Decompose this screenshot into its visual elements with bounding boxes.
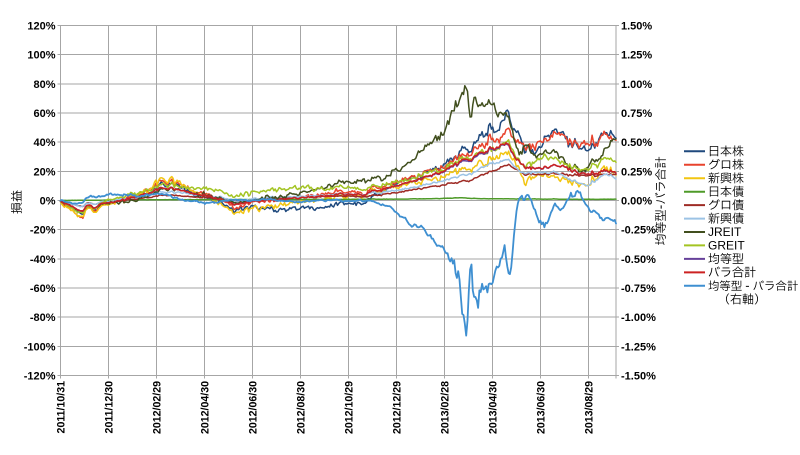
svg-text:120%: 120%	[27, 21, 55, 33]
svg-text:-60%: -60%	[30, 283, 56, 295]
svg-text:100%: 100%	[27, 50, 55, 62]
svg-text:0%: 0%	[40, 196, 56, 208]
svg-text:0.00%: 0.00%	[621, 196, 652, 208]
svg-text:-40%: -40%	[30, 254, 56, 266]
svg-text:JREIT: JREIT	[708, 225, 742, 239]
svg-text:2011/10/31: 2011/10/31	[55, 381, 67, 434]
svg-text:1.00%: 1.00%	[621, 79, 652, 91]
svg-text:-1.25%: -1.25%	[621, 341, 656, 353]
svg-text:2012/04/30: 2012/04/30	[199, 381, 211, 434]
svg-text:-0.25%: -0.25%	[621, 225, 656, 237]
svg-text:60%: 60%	[33, 108, 55, 120]
svg-text:0.25%: 0.25%	[621, 166, 652, 178]
svg-text:2011/12/30: 2011/12/30	[103, 381, 115, 434]
svg-text:2013/06/30: 2013/06/30	[535, 381, 547, 434]
svg-text:2012/10/29: 2012/10/29	[343, 381, 355, 434]
svg-text:-0.50%: -0.50%	[621, 254, 656, 266]
svg-text:2013/02/28: 2013/02/28	[439, 381, 451, 434]
svg-text:2012/08/30: 2012/08/30	[295, 381, 307, 434]
svg-text:1.25%: 1.25%	[621, 50, 652, 62]
svg-text:2013/08/29: 2013/08/29	[583, 381, 595, 434]
svg-text:1.50%: 1.50%	[621, 21, 652, 33]
svg-text:-0.75%: -0.75%	[621, 283, 656, 295]
svg-text:0.50%: 0.50%	[621, 137, 652, 149]
svg-text:GREIT: GREIT	[708, 239, 745, 253]
svg-text:-120%: -120%	[24, 371, 56, 383]
svg-text:40%: 40%	[33, 137, 55, 149]
svg-text:-100%: -100%	[24, 341, 56, 353]
svg-text:20%: 20%	[33, 166, 55, 178]
svg-text:2013/04/30: 2013/04/30	[487, 381, 499, 434]
svg-text:2012/06/30: 2012/06/30	[247, 381, 259, 434]
svg-text:-80%: -80%	[30, 312, 56, 324]
svg-text:-1.50%: -1.50%	[621, 371, 656, 383]
svg-text:-20%: -20%	[30, 225, 56, 237]
svg-text:2012/02/29: 2012/02/29	[151, 381, 163, 434]
svg-text:0.75%: 0.75%	[621, 108, 652, 120]
svg-text:80%: 80%	[33, 79, 55, 91]
svg-text:2012/12/29: 2012/12/29	[391, 381, 403, 434]
svg-text:-1.00%: -1.00%	[621, 312, 656, 324]
